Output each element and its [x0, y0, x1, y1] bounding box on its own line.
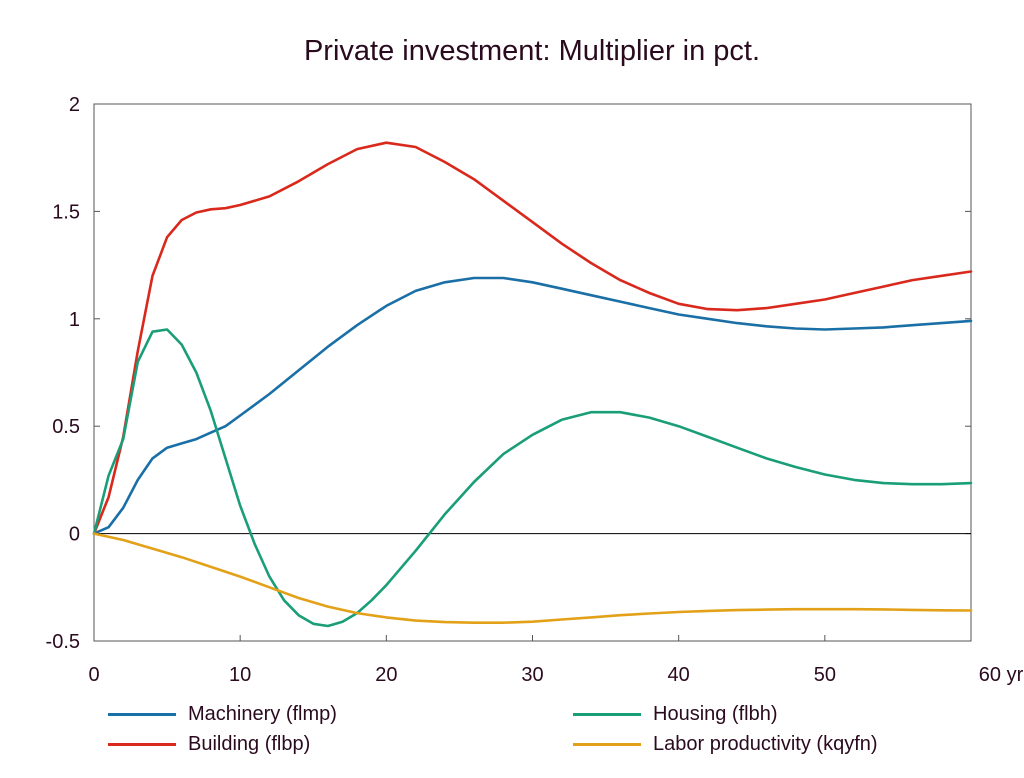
legend-item-building: Building (flbp): [108, 733, 310, 756]
y-tick-label: 2: [69, 94, 80, 116]
x-tick-label: 10: [229, 664, 251, 686]
y-tick-label: 0.5: [52, 416, 80, 438]
y-tick-label: 0: [69, 524, 80, 546]
plot-frame: [93, 103, 972, 642]
series-line-2: [92, 328, 973, 628]
series-group: [92, 141, 973, 628]
x-tick-label: 40: [668, 664, 690, 686]
legend-label: Machinery (flmp): [188, 703, 337, 725]
legend-label: Housing (flbh): [653, 703, 778, 725]
legend-item-housing: Housing (flbh): [573, 703, 778, 726]
legend-label: Labor productivity (kqyfn): [653, 733, 878, 755]
x-tick-label: 60 yr: [979, 664, 1024, 686]
legend-swatch: [108, 713, 176, 716]
x-tick-label: 50: [814, 664, 836, 686]
x-tick-label: 0: [88, 664, 99, 686]
y-axis: -0.5 0 0.5 1 1.5 2: [46, 94, 971, 653]
legend-swatch: [573, 713, 641, 716]
x-axis: 0 10 20 30 40 50 60 yr: [88, 635, 1024, 686]
y-tick-label: 1: [69, 309, 80, 331]
series-line-1: [92, 141, 973, 535]
legend-swatch: [573, 743, 641, 746]
legend-swatch: [108, 743, 176, 746]
y-tick-label: -0.5: [46, 631, 80, 653]
chart-title: Private investment: Multiplier in pct.: [304, 35, 760, 67]
legend-item-machinery: Machinery (flmp): [108, 703, 337, 726]
legend-item-labor-productivity: Labor productivity (kqyfn): [573, 733, 878, 756]
y-tick-label: 1.5: [52, 201, 80, 223]
legend-label: Building (flbp): [188, 733, 311, 755]
x-tick-label: 20: [375, 664, 397, 686]
x-tick-label: 30: [521, 664, 543, 686]
series-line-3: [92, 532, 973, 624]
series-line-0: [92, 276, 973, 535]
